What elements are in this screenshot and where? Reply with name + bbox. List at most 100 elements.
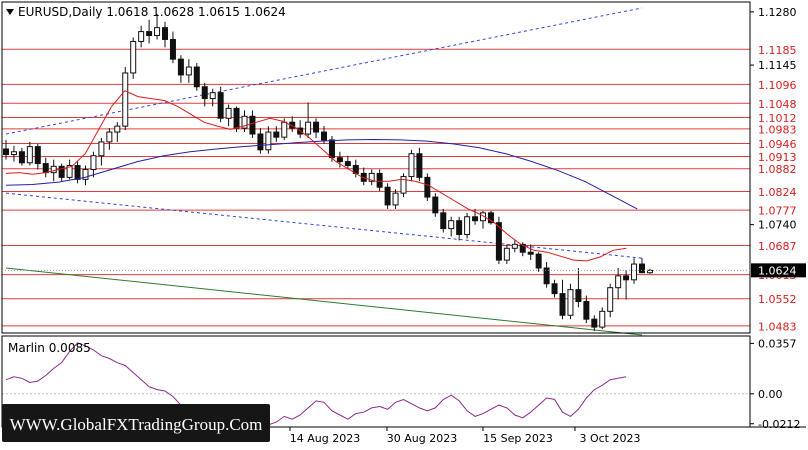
candle-body (599, 310, 606, 328)
main-panel-frame (1, 1, 751, 334)
level-label-bg (752, 121, 804, 136)
candle-body (146, 31, 153, 37)
channel-lower-line (5, 192, 643, 259)
current-price-label: 1.0624 (758, 264, 797, 277)
price-axis: 1.1280 1.1145 1.0740 1.0624 0.0357 0.00 -0.021… (2, 6, 806, 431)
candle-body (18, 151, 25, 164)
level-label: 1.0882 (758, 163, 797, 176)
candle-body (559, 293, 566, 316)
candle-body (607, 287, 614, 312)
candle-body (440, 212, 447, 230)
candle-body (321, 131, 327, 141)
watermark-text: WWW.GlobalFXTradingGroup.Com (10, 415, 263, 434)
level-label: 1.1048 (758, 98, 797, 111)
level-label-bg (752, 77, 804, 92)
triangle-down-icon[interactable] (6, 9, 14, 15)
candle-body (138, 31, 145, 42)
level-label-bg (752, 318, 804, 333)
candle-body (519, 243, 526, 253)
marlin-line (5, 342, 627, 426)
level-label-bg (752, 291, 804, 306)
candle-body (646, 269, 653, 274)
candle-body (265, 131, 272, 151)
grid (2, 2, 750, 427)
candle-body (90, 155, 97, 170)
candle-body (305, 121, 312, 135)
current-price-box (751, 263, 806, 278)
price-tick-label: 1.1145 (758, 59, 797, 72)
candle-body (400, 176, 407, 194)
candle-body (448, 220, 455, 230)
candle-body (503, 247, 510, 261)
candle-body (591, 318, 598, 328)
indicator-tick-label: 0.0357 (758, 337, 797, 350)
level-label: 1.1185 (758, 44, 797, 57)
candle-body (209, 92, 216, 100)
candle-body (154, 27, 161, 37)
candle-body (313, 121, 320, 133)
level-label: 1.0946 (758, 138, 797, 151)
candle-body (82, 168, 89, 180)
candle-body (177, 58, 184, 76)
candle-body (50, 165, 57, 174)
candle-body (217, 92, 224, 119)
candle-body (487, 212, 494, 224)
candle-body (225, 107, 232, 119)
green-trend-line (5, 267, 643, 336)
symbol-title: EURUSD,Daily 1.0618 1.0628 1.0615 1.0624 (18, 5, 286, 19)
candle-body (114, 125, 121, 133)
level-label: 1.0983 (758, 123, 797, 136)
candle-body (583, 300, 590, 320)
level-label-bg (752, 203, 804, 218)
level-label-bg (752, 238, 804, 253)
watermark-badge: WWW.GlobalFXTradingGroup.Com (2, 404, 270, 442)
candle-body (408, 153, 415, 178)
candle-body (535, 253, 542, 269)
level-label: 1.0824 (758, 186, 797, 199)
candle-body (543, 267, 550, 285)
main-panel-bg (2, 2, 750, 333)
candle-body (480, 212, 486, 222)
candle-body (336, 157, 343, 163)
level-label-bg (752, 136, 804, 151)
level-label-bg (752, 161, 804, 176)
price-tick-label: 1.1280 (758, 6, 797, 19)
marlin-indicator (2, 342, 750, 426)
level-label: 1.1012 (758, 112, 797, 125)
candle-body (106, 131, 113, 143)
chart-header: EURUSD,Daily 1.0618 1.0628 1.0615 1.0624 (6, 5, 286, 19)
red-moving-average (5, 90, 627, 262)
level-label: 1.0687 (758, 240, 797, 253)
moving-averages (5, 90, 638, 262)
level-label-bg (752, 96, 804, 111)
candle-body (328, 139, 335, 159)
candle-body (416, 153, 423, 178)
level-label: 1.0483 (758, 320, 797, 333)
level-label: 1.0777 (758, 205, 797, 218)
candle-body (26, 146, 33, 164)
candle-body (257, 133, 264, 151)
date-tick-label: 14 Aug 2023 (290, 432, 360, 445)
candle-body (130, 40, 137, 74)
trend-lines (5, 7, 643, 336)
level-label: 1.1096 (758, 79, 797, 92)
candle-body (169, 38, 176, 60)
candle-body (344, 161, 351, 167)
candle-body (34, 146, 41, 165)
level-label-bg (752, 110, 804, 125)
candle-body (10, 151, 17, 156)
candle-body (3, 148, 9, 156)
candle-body (273, 131, 280, 138)
candle-body (432, 196, 439, 214)
candle-body (392, 192, 399, 206)
candle-body (66, 165, 73, 178)
date-tick-label: 3 Oct 2023 (579, 432, 640, 445)
date-axis: 14 Aug 2023 30 Aug 2023 15 Sep 2023 3 Oct 2… (289, 427, 641, 445)
candle-body (58, 165, 65, 178)
date-tick-label: 30 Aug 2023 (387, 432, 457, 445)
candle-body (201, 86, 208, 100)
candle-body (249, 115, 256, 135)
indicator-label: Marlin 0.0085 (8, 341, 91, 355)
